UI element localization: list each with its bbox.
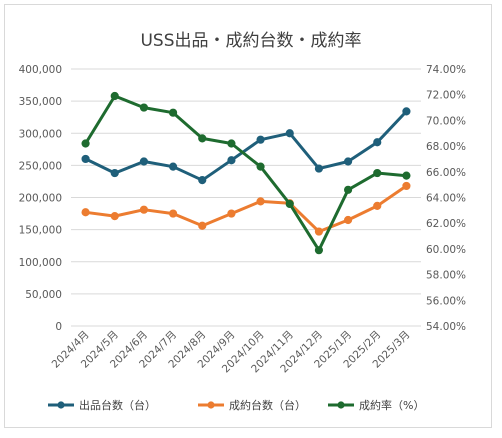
left-axis-tick-label: 150,000 <box>19 225 62 237</box>
data-point <box>373 138 382 147</box>
series-line-0 <box>84 110 408 182</box>
series-line-1 <box>85 184 408 234</box>
left-axis-tick-label: 0 <box>55 321 62 333</box>
data-point <box>139 205 149 214</box>
x-axis-tick-labels: 2024/4月2024/5月2024/6月2024/7月2024/8月2024/… <box>50 329 413 376</box>
right-axis-tick-label: 62.00% <box>426 218 466 230</box>
data-point <box>110 212 119 221</box>
data-point <box>402 107 411 116</box>
data-point <box>139 157 149 166</box>
left-axis-tick-label: 400,000 <box>19 64 62 76</box>
left-axis-tick-labels: 0 50,000 100,000 150,000 200,000 250,000 300,0… <box>19 64 62 333</box>
data-point <box>198 221 207 230</box>
left-axis-tick-label: 200,000 <box>19 193 62 205</box>
right-axis-tick-label: 64.00% <box>426 193 466 205</box>
right-axis-tick-labels: 54.00% 56.00% 58.00% 60.00% 62.00% 64.00% 66.0… <box>426 64 466 333</box>
grid-lines <box>71 68 421 327</box>
legend-label: 出品台数（台） <box>79 398 156 412</box>
chart-frame: USS出品・成約台数・成約率 0 50,000 100,000 150,000 200,… <box>4 4 492 428</box>
chart-title: USS出品・成約台数・成約率 <box>140 31 361 51</box>
data-point <box>256 135 265 144</box>
data-point <box>314 246 324 255</box>
data-point <box>314 164 324 173</box>
right-axis-tick-label: 68.00% <box>426 141 466 153</box>
left-axis-tick-label: 350,000 <box>19 96 62 108</box>
data-point <box>168 162 178 171</box>
legend-label: 成約率（%） <box>359 398 424 412</box>
legend-swatch-marker <box>207 401 215 409</box>
data-point <box>198 176 207 185</box>
right-axis-tick-label: 58.00% <box>426 270 466 282</box>
data-point <box>168 209 178 218</box>
right-axis-tick-label: 72.00% <box>426 90 466 102</box>
legend-swatch-marker <box>57 401 65 409</box>
data-point <box>110 91 119 101</box>
left-axis-tick-label: 250,000 <box>19 160 62 172</box>
data-point <box>343 157 353 166</box>
data-point <box>198 134 207 143</box>
data-point <box>81 208 90 217</box>
legend: 出品台数（台） 成約台数（台） 成約率（%） <box>48 398 424 412</box>
data-point <box>110 168 119 178</box>
right-axis-tick-label: 54.00% <box>426 321 466 333</box>
right-axis-tick-label: 70.00% <box>426 115 466 127</box>
data-point <box>343 185 353 194</box>
data-point <box>285 199 294 209</box>
right-axis-tick-label: 74.00% <box>426 64 466 76</box>
data-point <box>139 103 149 112</box>
series-line-2 <box>84 94 407 252</box>
left-axis-tick-label: 50,000 <box>25 289 62 301</box>
data-point <box>256 162 265 171</box>
data-point <box>81 139 90 148</box>
legend-label: 成約台数（台） <box>229 398 306 412</box>
data-point <box>402 171 411 180</box>
data-point <box>285 129 294 138</box>
data-point <box>402 181 411 191</box>
data-point <box>227 156 236 165</box>
legend-swatch-marker <box>337 401 345 409</box>
chart-svg: USS出品・成約台数・成約率 0 50,000 100,000 150,000 200,… <box>19 31 466 412</box>
right-axis-tick-label: 66.00% <box>426 167 466 179</box>
data-point <box>373 168 382 178</box>
data-point <box>168 108 178 117</box>
left-axis-tick-label: 300,000 <box>19 128 62 140</box>
left-axis-tick-label: 100,000 <box>19 257 62 269</box>
right-axis-tick-label: 56.00% <box>426 295 466 307</box>
right-axis-tick-label: 60.00% <box>426 244 466 256</box>
data-point <box>227 209 236 218</box>
data-point <box>81 154 90 164</box>
data-point <box>373 201 382 210</box>
series-layer <box>81 91 411 255</box>
data-point <box>343 215 353 225</box>
data-point <box>256 197 265 206</box>
data-point <box>227 139 236 148</box>
data-point <box>314 227 324 236</box>
